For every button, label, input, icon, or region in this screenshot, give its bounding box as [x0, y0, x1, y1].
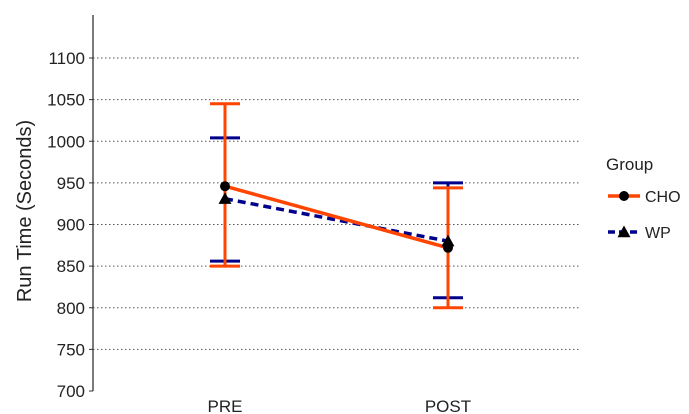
- y-tick-label: 850: [57, 257, 85, 276]
- legend-swatch-marker: [619, 191, 629, 201]
- y-tick-label: 950: [57, 174, 85, 193]
- legend-item-cho: CHO: [608, 189, 681, 206]
- y-tick-label: 800: [57, 299, 85, 318]
- series-line-wp: [224, 196, 449, 243]
- legend-label: WP: [645, 225, 671, 242]
- data-point-wp: [441, 234, 455, 247]
- y-tick-label: 750: [57, 340, 85, 359]
- y-tick-label: 1000: [47, 132, 85, 151]
- y-tick-label: 1100: [48, 49, 85, 68]
- series-layer: [210, 102, 463, 310]
- data-point-cho: [220, 181, 230, 192]
- y-axis-title: Run Time (Seconds): [14, 120, 36, 302]
- x-axis-ticks: PRE POST: [208, 397, 472, 414]
- grid-lines: [93, 57, 580, 350]
- series-cho-errorbars: [210, 102, 463, 310]
- legend-title: Group: [606, 155, 653, 174]
- legend-swatch-marker: [617, 225, 631, 238]
- y-tick-label: 900: [57, 216, 85, 235]
- x-tick-label: POST: [425, 397, 471, 414]
- x-tick-label: PRE: [208, 397, 243, 414]
- y-tick-label: 700: [57, 382, 85, 401]
- legend-label: CHO: [645, 189, 681, 206]
- legend-item-wp: WP: [608, 225, 671, 242]
- legend: Group CHO WP: [606, 155, 681, 242]
- legend-items: CHO WP: [608, 189, 681, 242]
- series-line-cho: [224, 184, 449, 250]
- y-axis-ticks: 700 750 800 850 900 950 1000 1050 1100: [47, 49, 93, 401]
- y-tick-label: 1050: [47, 91, 85, 110]
- data-point-wp: [218, 192, 232, 204]
